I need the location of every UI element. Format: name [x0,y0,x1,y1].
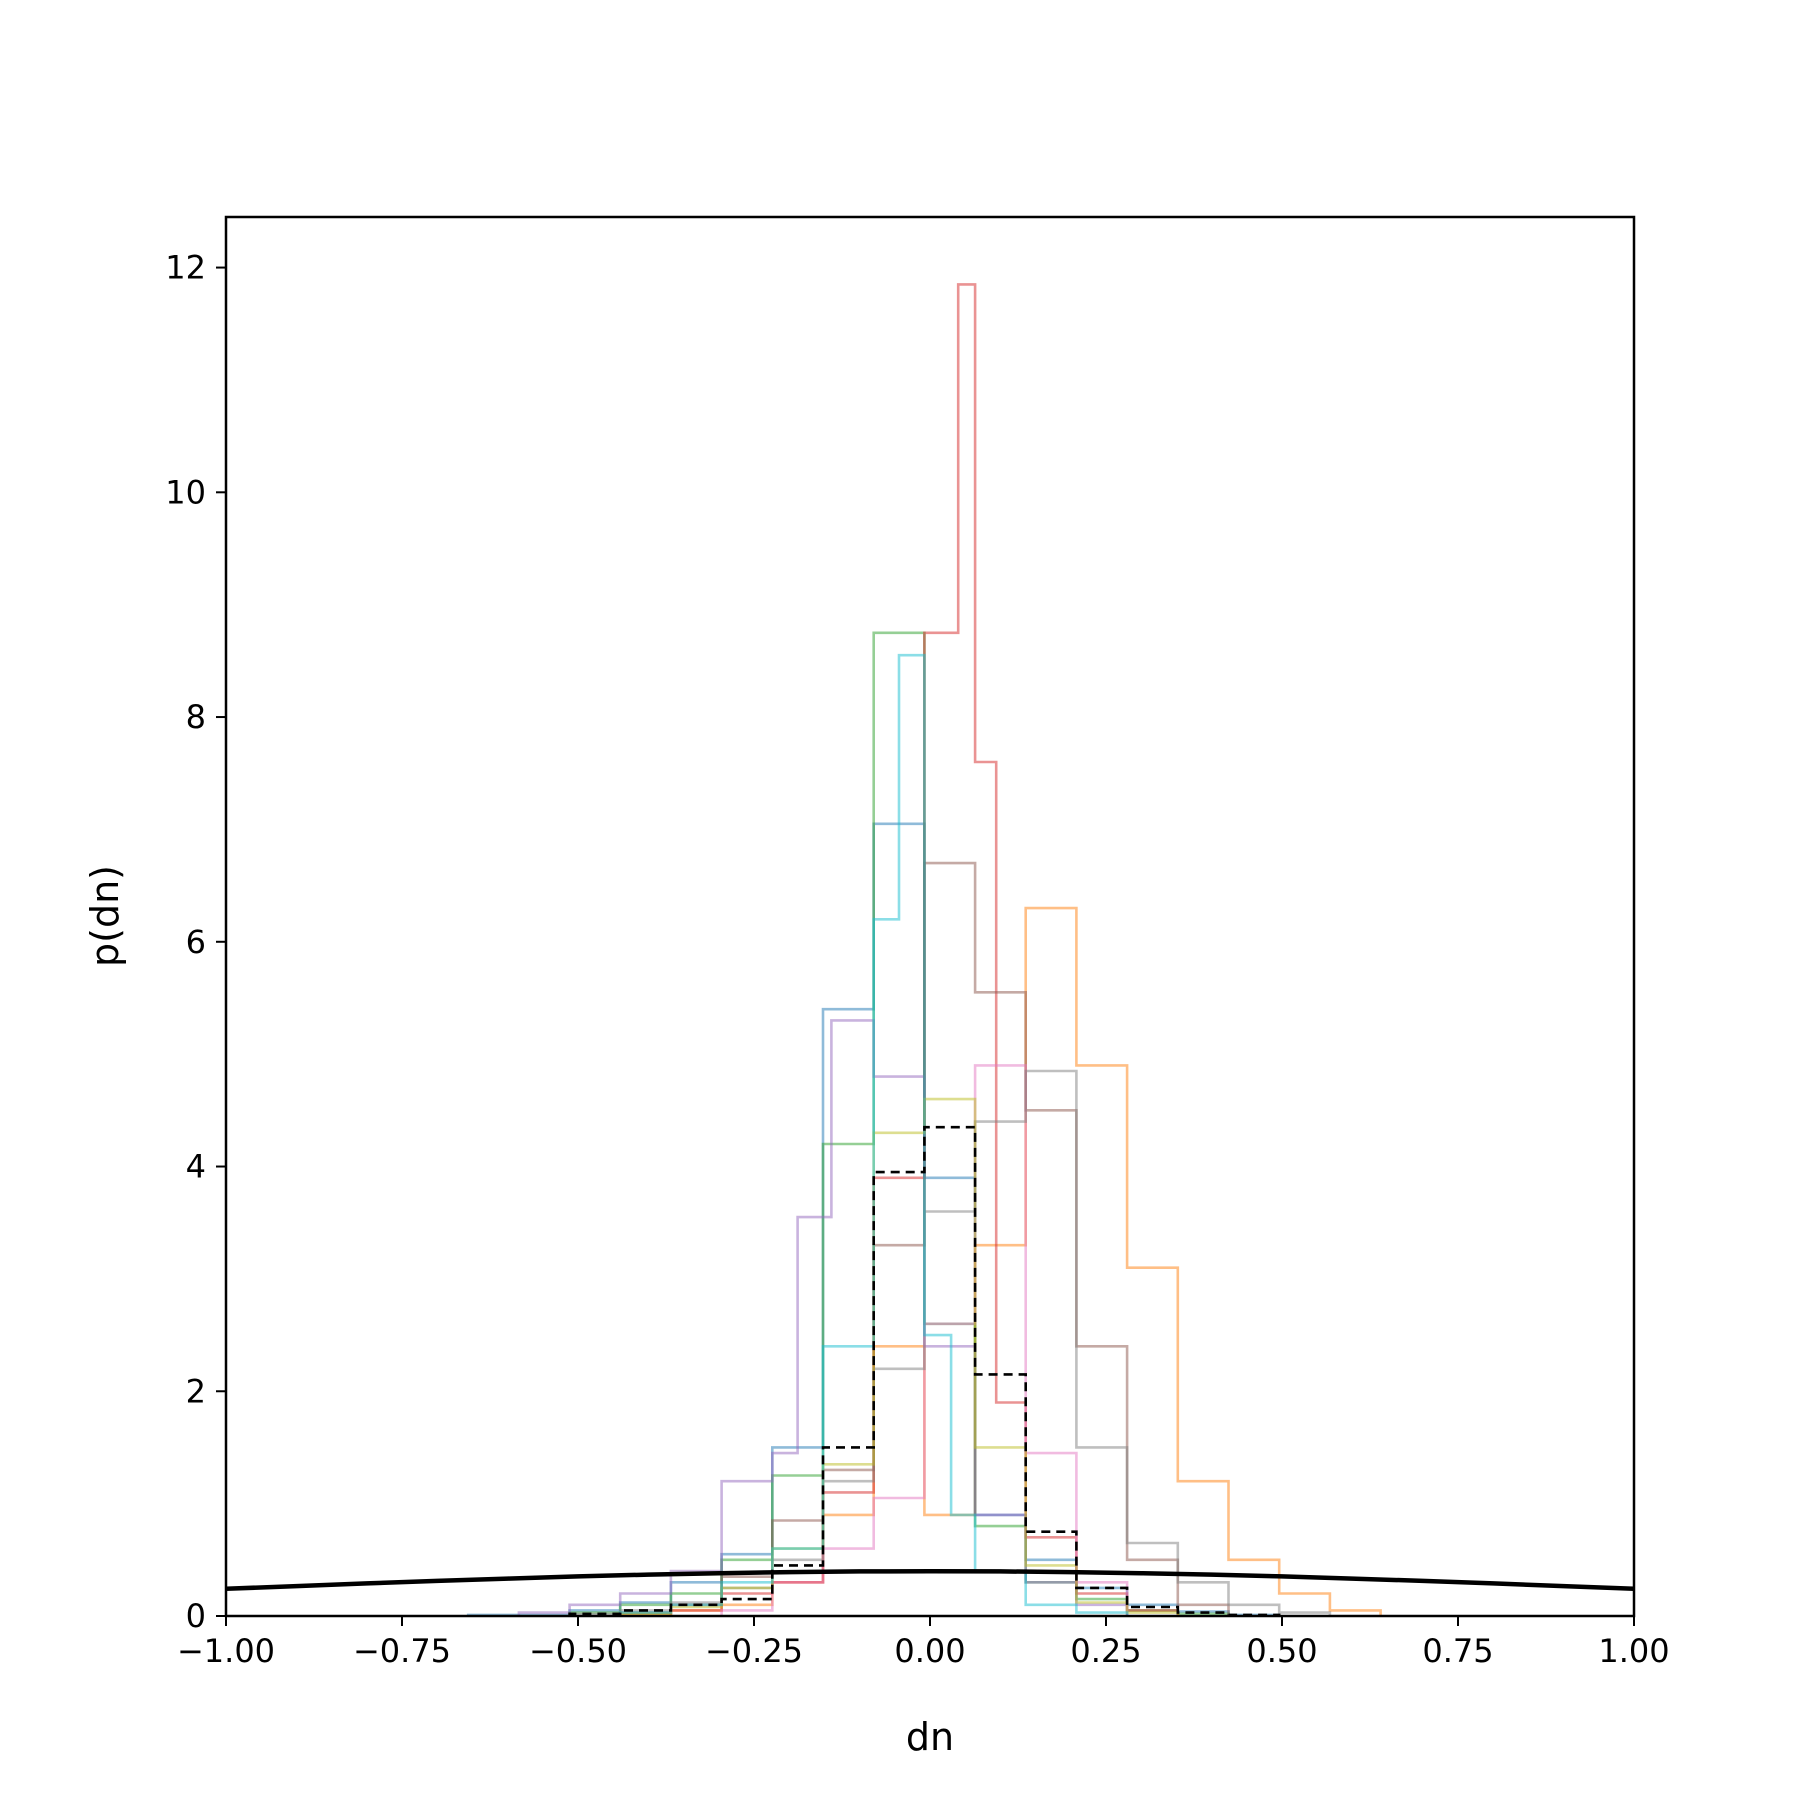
y-tick-label: 2 [186,1372,206,1410]
x-axis-ticks: −1.00 −0.75 −0.50 −0.25 0.00 0.25 0.50 0.75 1.00 [177,1616,1670,1670]
y-tick-label: 0 [186,1597,206,1635]
plot-area [226,217,1634,1616]
y-tick-label: 10 [165,473,206,511]
y-axis-ticks: 0 2 4 6 8 10 12 [165,249,226,1635]
y-tick-label: 4 [186,1148,206,1186]
y-tick-label: 6 [186,923,206,961]
x-tick-label: 0.25 [1070,1632,1141,1670]
x-tick-label: −0.50 [529,1632,627,1670]
y-axis-label: p(dn) [83,865,127,967]
histogram-series-2 [618,906,1382,1616]
x-axis-label: dn [906,1715,954,1759]
density-curve [226,1568,1634,1592]
x-tick-label: −0.75 [353,1632,451,1670]
series-layer [226,283,1634,1616]
x-tick-label: 0.50 [1246,1632,1317,1670]
histogram-series-9 [618,1097,1180,1616]
x-tick-label: 1.00 [1598,1632,1669,1670]
histogram-series-dashed [568,1125,1281,1616]
x-tick-label: 0.00 [894,1632,965,1670]
x-tick-label: 0.75 [1422,1632,1493,1670]
histogram-series-8 [568,1069,1332,1616]
y-tick-label: 8 [186,698,206,736]
x-tick-label: −1.00 [177,1632,275,1670]
x-tick-label: −0.25 [705,1632,803,1670]
y-tick-label: 12 [165,249,206,287]
